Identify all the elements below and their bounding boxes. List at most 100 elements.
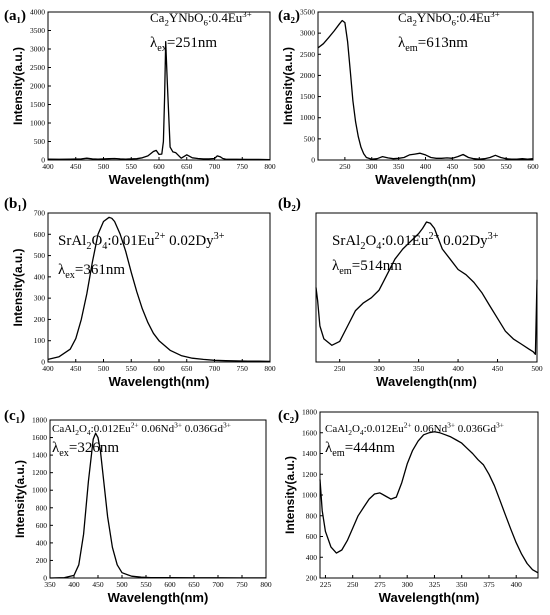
annotation: CaAl2O4:0.012Eu2+ 0.06Nd3+ 0.036Gd3+ (52, 421, 231, 437)
x-tick-label: 400 (420, 162, 432, 171)
x-tick-label: 450 (492, 364, 504, 373)
x-tick-label: 600 (153, 364, 165, 373)
panel-b1: 400 450 500 550 600 650 700 750 800 0 100 200 300 400… (4, 196, 276, 389)
annotation: CaAl2O4:0.012Eu2+ 0.06Nd3+ 0.036Gd3+ (325, 421, 504, 437)
x-tick-label: 250 (339, 162, 351, 171)
y-tick-label: 0 (41, 358, 45, 367)
y-tick-label: 500 (34, 137, 46, 146)
y-tick-label: 300 (34, 294, 46, 303)
y-tick-label: 2000 (30, 82, 45, 91)
x-tick-label: 600 (527, 162, 539, 171)
y-tick-label: 2000 (300, 71, 315, 80)
y-tick-label: 1400 (32, 451, 47, 460)
y-tick-label: 1800 (32, 416, 47, 425)
y-tick-label: 200 (306, 574, 318, 583)
y-tick-label: 0 (41, 156, 45, 165)
x-axis-label: Wavelength(nm) (108, 590, 209, 605)
x-tick-label: 800 (260, 580, 272, 589)
annotation: SrAl2O4:0.01Eu2+ 0.02Dy3+ (332, 231, 499, 252)
x-axis-label: Wavelength(nm) (109, 172, 210, 187)
y-tick-label: 1200 (302, 470, 317, 479)
y-tick-label: 0 (311, 156, 315, 165)
series-line (319, 431, 539, 574)
y-tick-label: 600 (306, 532, 318, 541)
y-tick-label: 1500 (300, 92, 315, 101)
x-tick-label: 700 (209, 162, 221, 171)
y-tick-label: 2500 (300, 50, 315, 59)
y-tick-label: 100 (34, 336, 46, 345)
plot-frame (47, 11, 271, 161)
x-tick-label: 550 (126, 364, 138, 373)
x-tick-label: 650 (181, 162, 193, 171)
x-tick-label: 350 (44, 580, 56, 589)
x-tick-label: 800 (264, 162, 276, 171)
x-tick-label: 550 (501, 162, 513, 171)
y-tick-label: 1200 (32, 468, 47, 477)
y-tick-label: 1600 (302, 428, 317, 437)
y-tick-label: 2500 (30, 63, 45, 72)
x-tick-label: 375 (483, 580, 495, 589)
x-tick-label: 300 (374, 364, 386, 373)
panel-a1: 400 450 500 550 600 650 700 750 800 0 500 1000 1500 2… (4, 8, 276, 188)
x-tick-label: 500 (116, 580, 128, 589)
x-tick-label: 500 (531, 364, 543, 373)
x-tick-label: 550 (126, 162, 138, 171)
x-tick-label: 600 (153, 162, 165, 171)
y-axis-label: Intensity(a.u.) (283, 456, 297, 534)
panel-c1: 350 400 450 500 550 600 650 700 750 800 0 200 400 600… (4, 408, 272, 605)
y-tick-label: 1800 (302, 408, 317, 417)
y-tick-label: 500 (34, 251, 46, 260)
y-tick-label: 700 (34, 209, 46, 218)
y-tick-label: 1000 (300, 113, 315, 122)
y-tick-label: 3500 (30, 26, 45, 35)
x-tick-label: 750 (236, 580, 248, 589)
panel-label: (b₁) (4, 196, 27, 212)
x-tick-label: 700 (209, 364, 221, 373)
annotation: λem=613nm (398, 35, 468, 54)
x-tick-label: 225 (320, 580, 332, 589)
annotation: λex=251nm (150, 35, 217, 54)
panel-a2: 250 300 350 400 450 500 550 600 0 500 1000 1500 2000… (278, 8, 539, 188)
x-tick-label: 650 (188, 580, 200, 589)
x-tick-label: 300 (366, 162, 378, 171)
x-tick-label: 350 (456, 580, 468, 589)
y-tick-label: 400 (34, 272, 46, 281)
series-line (49, 432, 266, 579)
annotation: λem=444nm (325, 440, 395, 459)
x-tick-label: 600 (164, 580, 176, 589)
x-tick-label: 700 (212, 580, 224, 589)
y-tick-label: 800 (306, 511, 318, 520)
panel-label: (a₂) (278, 8, 300, 24)
y-tick-label: 0 (43, 574, 47, 583)
x-axis-label: Wavelength(nm) (109, 374, 210, 389)
plot-frame (319, 411, 539, 579)
x-tick-label: 400 (42, 364, 54, 373)
x-tick-label: 250 (347, 580, 359, 589)
x-tick-label: 800 (264, 364, 276, 373)
x-tick-label: 650 (181, 364, 193, 373)
annotation: λex=326nm (52, 440, 119, 459)
y-tick-label: 200 (36, 556, 48, 565)
y-tick-label: 1000 (32, 486, 47, 495)
y-axis-label: Intensity(a.u.) (13, 460, 27, 538)
x-tick-label: 750 (237, 364, 249, 373)
x-tick-label: 750 (237, 162, 249, 171)
y-tick-label: 1500 (30, 100, 45, 109)
y-tick-label: 1000 (30, 119, 45, 128)
x-tick-label: 275 (374, 580, 386, 589)
panel-label: (c₂) (278, 408, 299, 424)
y-tick-label: 1600 (32, 433, 47, 442)
series-line (47, 40, 271, 161)
x-tick-label: 500 (474, 162, 486, 171)
x-tick-label: 450 (92, 580, 104, 589)
y-axis-label: Intensity(a.u.) (11, 248, 25, 326)
annotation: Ca2YNbO6:0.4Eu3+ (398, 9, 500, 28)
y-tick-label: 400 (36, 538, 48, 547)
y-tick-label: 1400 (302, 449, 317, 458)
y-axis-label: Intensity(a.u.) (11, 47, 25, 125)
x-axis-label: Wavelength(nm) (375, 172, 476, 187)
x-axis-label: Wavelength(nm) (376, 374, 477, 389)
y-tick-label: 800 (36, 503, 48, 512)
y-tick-label: 600 (36, 521, 48, 530)
y-tick-label: 3500 (300, 8, 315, 17)
